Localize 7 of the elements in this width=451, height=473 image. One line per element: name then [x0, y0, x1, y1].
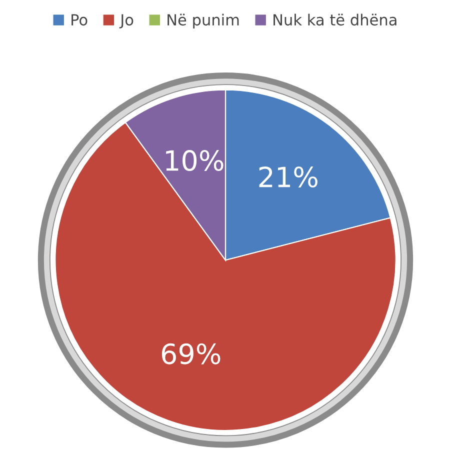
- data-label: 21%: [259, 166, 318, 188]
- legend-label: Jo: [119, 14, 134, 28]
- data-label: 10%: [166, 150, 224, 172]
- legend-label: Po: [72, 14, 88, 26]
- legend-label: Nuk ka të dhëna: [274, 14, 396, 26]
- legend-label: Në punim: [168, 14, 239, 29]
- data-label: 69%: [162, 343, 220, 364]
